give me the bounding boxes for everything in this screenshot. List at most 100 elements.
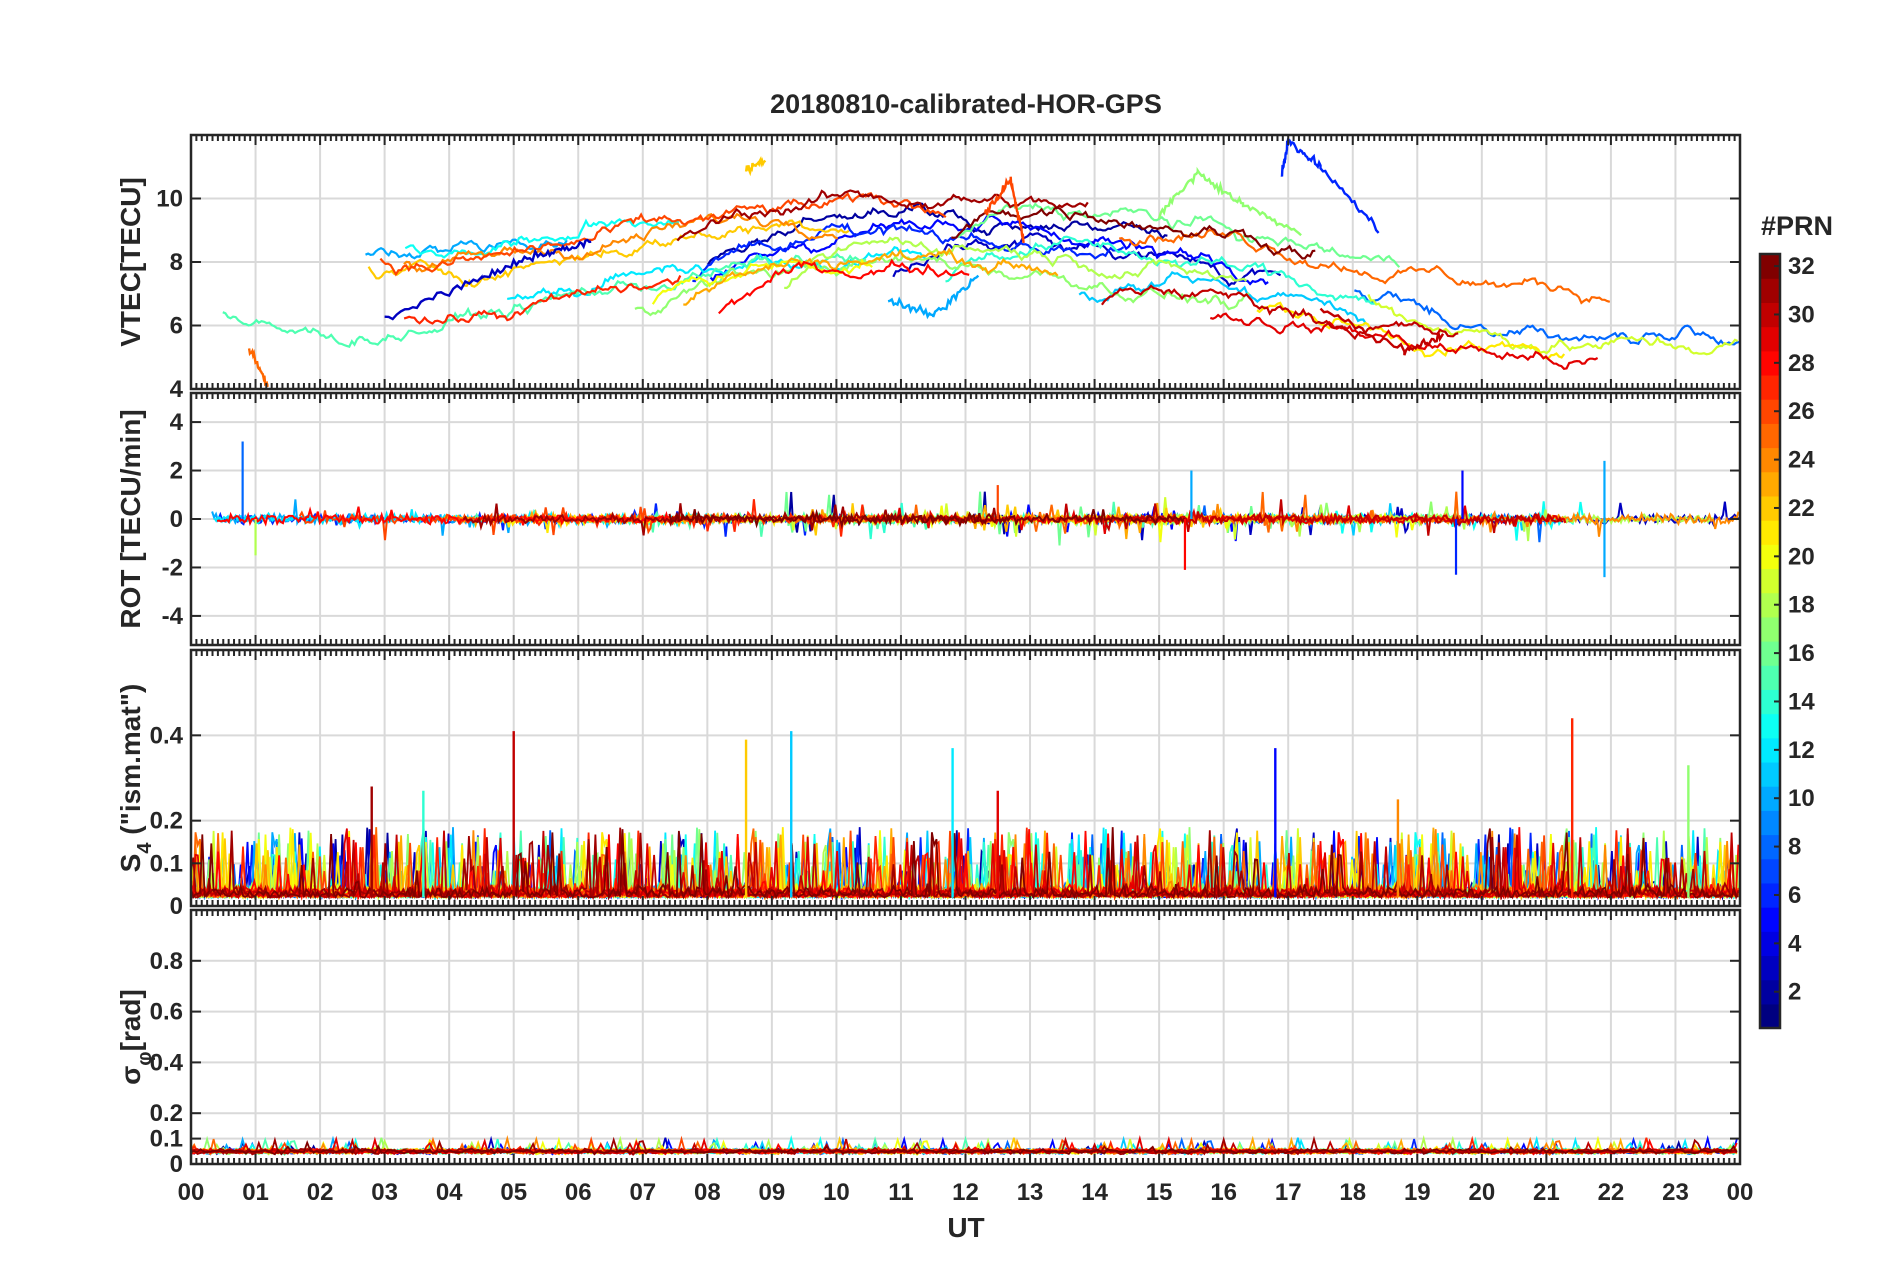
series-rot	[211, 441, 1740, 578]
x-tick-label: 17	[1275, 1179, 1302, 1206]
y-tick-label: 0.1	[150, 850, 183, 877]
series-vtec	[222, 138, 1740, 388]
vtec-series-prn-10	[365, 238, 568, 260]
vtec-series-prn-32	[951, 206, 1316, 260]
colorbar-segment	[1760, 520, 1780, 545]
y-tick-label: 0.4	[150, 722, 184, 749]
y-tick-label: 6	[170, 313, 183, 340]
vtec-series-prn-2	[706, 202, 1168, 266]
colorbar-segment	[1760, 399, 1780, 424]
y-tick-label: 0.2	[150, 1100, 183, 1127]
vtec-series-prn-18	[784, 236, 1248, 290]
vtec-highlight-10	[887, 274, 980, 320]
rot-series-prn-28	[216, 506, 683, 527]
vtec-series-prn-16	[957, 202, 1401, 268]
x-tick-label: 23	[1662, 1179, 1689, 1206]
colorbar-segment	[1760, 254, 1780, 279]
x-tick-label: 00	[178, 1179, 205, 1206]
colorbar-segment	[1760, 302, 1780, 328]
x-tick-label: 13	[1017, 1179, 1044, 1206]
rot-series-prn-30	[1061, 499, 1563, 536]
panel-vtec: 4 6 8 10 VTEC[TECU]	[115, 133, 1742, 403]
y-tick-label: 0.1	[150, 1126, 183, 1153]
vtec-series-prn-11	[1078, 270, 1367, 325]
y-axis-label-main: S	[115, 854, 146, 873]
vtec-series-prn-25	[1119, 228, 1611, 305]
colorbar-segment	[1760, 447, 1780, 473]
x-tick-label: 10	[823, 1179, 850, 1206]
y-tick-label: 0.6	[150, 999, 183, 1026]
x-tick-label: 19	[1404, 1179, 1431, 1206]
y-axis-label-sub: 4	[134, 842, 156, 854]
y-tick-label: 10	[156, 186, 183, 213]
colorbar-segment	[1760, 423, 1780, 449]
x-tick-label: 00	[1727, 1179, 1754, 1206]
colorbar-segment	[1760, 834, 1780, 860]
y-axis-label-main: σ	[115, 1066, 146, 1085]
y-tick-label: 0.8	[150, 948, 183, 975]
ticks-vtec: 4 6 8 10	[156, 135, 1741, 403]
x-tick-label: 08	[694, 1179, 721, 1206]
x-tick-label: 09	[759, 1179, 786, 1206]
colorbar-segment	[1760, 278, 1780, 303]
vtec-series-prn-29	[1209, 312, 1599, 370]
vtec-series-prn-26	[379, 192, 947, 277]
rot-series-prn-32	[668, 508, 1186, 530]
y-axis-label-rest: ("ism.mat")	[115, 684, 146, 843]
colorbar-tick-label: 12	[1788, 737, 1815, 764]
x-tick-label: 18	[1339, 1179, 1366, 1206]
y-axis-label-rest: [rad]	[115, 989, 146, 1051]
panel-s4: 00.10.20.4S4 ("ism.mat")	[115, 648, 1742, 920]
panel-sigma: 00.10.2 0.4 0.6 0.8 σφ[rad]	[115, 908, 1742, 1178]
vtec-series-prn-22	[367, 219, 850, 288]
grid-sigma	[191, 910, 1740, 1165]
y-axis-label-vtec: VTEC[TECU]	[115, 177, 146, 347]
colorbar-segment	[1760, 931, 1780, 957]
colorbar-segment	[1760, 786, 1780, 811]
colorbar-segment	[1760, 471, 1780, 497]
colorbar-segment	[1760, 350, 1780, 376]
chart-title: 20180810-calibrated-HOR-GPS	[770, 89, 1162, 119]
vtec-highlight-30	[1319, 307, 1445, 356]
ticks-sigma: 00.10.2 0.4 0.6 0.8	[150, 910, 1741, 1178]
rot-series-prn-31	[462, 503, 1007, 536]
colorbar-segment	[1760, 907, 1780, 932]
y-axis-label-s4: S4 ("ism.mat")	[115, 684, 156, 873]
vtec-highlight-6	[1280, 138, 1380, 234]
y-tick-label: -4	[162, 603, 184, 630]
y-tick-label: 4	[170, 376, 184, 403]
x-tick-label: 14	[1081, 1179, 1108, 1206]
y-tick-label: -2	[162, 554, 183, 581]
colorbar-segment	[1760, 882, 1780, 908]
x-tick-label: 06	[565, 1179, 592, 1206]
ticks-rot: -4 -2 0 2 4	[162, 393, 1741, 645]
vtec-highlight-22	[744, 156, 767, 177]
vtec-series-prn-24	[403, 212, 839, 273]
x-tick-label: 01	[242, 1179, 269, 1206]
ticks-s4: 0 0.1 0.2 0.4	[150, 650, 1741, 920]
x-tick-label: 15	[1146, 1179, 1173, 1206]
x-tick-label: 16	[1210, 1179, 1237, 1206]
y-tick-label: 0.2	[150, 808, 183, 835]
colorbar-tick-label: 20	[1788, 543, 1815, 570]
colorbar-tick-label: 14	[1788, 688, 1815, 715]
colorbar-segment	[1760, 955, 1780, 981]
y-tick-label: 0	[170, 506, 183, 533]
colorbar-tick-label: 26	[1788, 398, 1815, 425]
x-tick-label: 05	[500, 1179, 527, 1206]
vtec-series-prn-13	[404, 218, 680, 259]
x-tick-label: 07	[629, 1179, 656, 1206]
x-tick-label: 02	[307, 1179, 334, 1206]
colorbar-tick-label: 18	[1788, 592, 1815, 619]
vtec-series-prn-27	[403, 275, 682, 325]
series-sigma	[191, 1135, 1738, 1156]
colorbar-segment	[1760, 568, 1780, 594]
vtec-highlight-3	[384, 238, 592, 321]
colorbar-segment	[1760, 641, 1780, 666]
colorbar-tick-label: 24	[1788, 447, 1815, 474]
colorbar-segment	[1760, 1003, 1780, 1029]
x-tick-label: 04	[436, 1179, 463, 1206]
